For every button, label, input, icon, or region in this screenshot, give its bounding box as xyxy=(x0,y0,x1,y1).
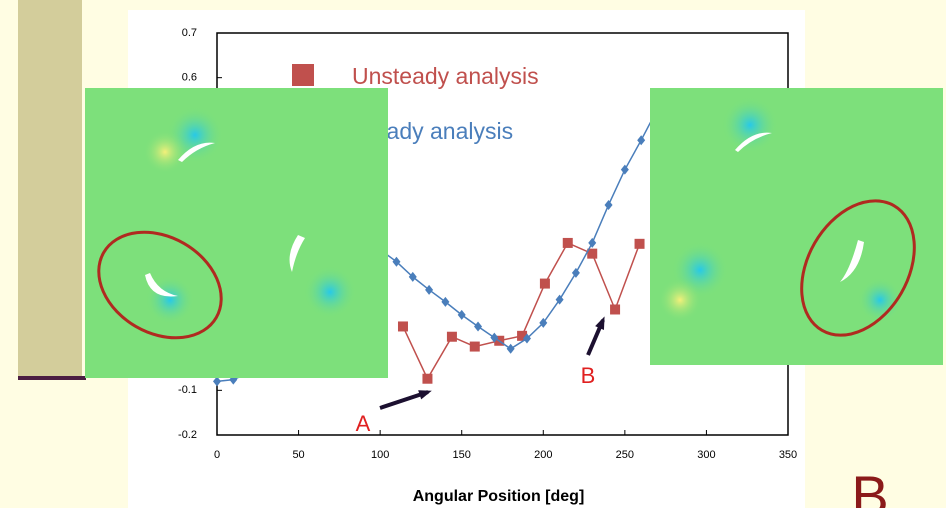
y-tick-label: -0.1 xyxy=(178,384,197,396)
side-bar xyxy=(18,0,82,380)
divider xyxy=(18,376,86,380)
x-axis-title: Angular Position [deg] xyxy=(413,488,585,505)
legend-label: Unsteady analysis xyxy=(352,63,539,89)
x-tick-label: 100 xyxy=(371,449,389,461)
y-tick-label: 0.7 xyxy=(182,27,197,39)
x-tick-label: 300 xyxy=(697,449,715,461)
x-tick-label: 350 xyxy=(779,449,797,461)
point xyxy=(563,238,573,248)
point xyxy=(610,304,620,314)
point xyxy=(635,239,645,249)
point xyxy=(470,342,480,352)
slide-letter: B xyxy=(851,464,888,508)
x-tick-label: 150 xyxy=(453,449,471,461)
flow-blob xyxy=(304,266,356,318)
slide: B -0.2-0.100.10.20.30.40.50.60.705010015… xyxy=(0,0,946,508)
x-tick-label: 250 xyxy=(616,449,634,461)
point xyxy=(422,374,432,384)
point xyxy=(447,332,457,342)
flow-blob xyxy=(722,97,778,153)
y-tick-label: -0.2 xyxy=(178,429,197,441)
x-tick-label: 0 xyxy=(214,449,220,461)
annotation-label: B xyxy=(581,363,596,388)
x-tick-label: 200 xyxy=(534,449,552,461)
flow-blob xyxy=(658,278,702,322)
flow-image xyxy=(650,88,943,365)
annotation-label: A xyxy=(356,411,371,436)
flow-blob xyxy=(143,130,187,174)
point xyxy=(398,321,408,331)
point xyxy=(540,279,550,289)
y-tick-label: 0.6 xyxy=(182,72,197,84)
legend-marker xyxy=(292,64,314,86)
x-tick-label: 50 xyxy=(292,449,304,461)
